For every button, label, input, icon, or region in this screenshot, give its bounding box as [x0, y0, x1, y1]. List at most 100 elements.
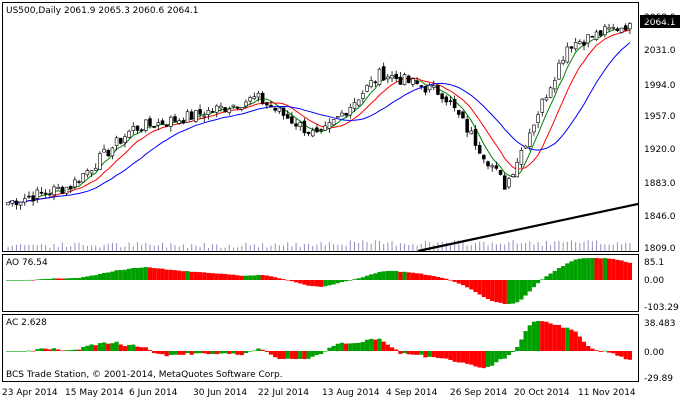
candle-body	[306, 131, 311, 135]
ao-bar	[268, 276, 274, 280]
ao-bar	[152, 268, 157, 280]
candle-body	[628, 23, 632, 30]
ao-bar	[114, 270, 119, 280]
candle-body	[68, 186, 73, 190]
date-tick: 20 Oct 2014	[514, 388, 570, 398]
ao-bar	[273, 277, 278, 280]
candle-body	[6, 201, 10, 206]
ac-bar	[164, 351, 169, 357]
ao-bar	[448, 279, 453, 281]
ac-bar	[268, 351, 274, 355]
ao-bar	[477, 280, 482, 295]
candle-body	[181, 120, 186, 124]
ac-bar	[89, 344, 94, 351]
ao-bar	[594, 258, 599, 280]
ao-bar	[565, 263, 570, 280]
ao-bar	[335, 280, 340, 284]
candle-body	[139, 129, 144, 132]
candle-body	[98, 153, 102, 171]
ao-bar	[252, 275, 257, 280]
ao-bar	[147, 267, 153, 280]
ac-bar	[156, 351, 161, 354]
ac-bar	[602, 350, 607, 352]
ao-bar	[373, 273, 378, 280]
candle-body	[536, 114, 540, 124]
ac-bar	[6, 351, 11, 352]
ao-bar	[577, 258, 582, 280]
candle-body	[310, 129, 315, 137]
ao-bar	[302, 280, 307, 285]
ac-bar	[586, 346, 591, 351]
ao-bar	[72, 278, 77, 280]
candle-body	[164, 124, 169, 127]
candle-body	[511, 174, 515, 178]
candle-body	[119, 137, 123, 144]
ao-bar	[548, 273, 553, 280]
ao-bar	[502, 280, 507, 305]
ac-bar	[536, 321, 541, 351]
ac-bar	[139, 347, 144, 351]
ao-bar	[168, 269, 173, 280]
candle-body	[398, 76, 403, 85]
ac-bar	[177, 351, 182, 355]
trendline[interactable]	[417, 202, 639, 253]
ao-bar	[469, 280, 474, 290]
ac-bar	[352, 343, 357, 351]
ac-bar	[494, 351, 499, 363]
candle-body	[223, 107, 227, 112]
ao-bar	[581, 258, 587, 280]
ac-bar	[319, 351, 324, 355]
ac-bar	[302, 351, 307, 360]
candle-body	[482, 154, 486, 160]
ao-title: AO 76.54	[6, 258, 48, 268]
ac-bar	[577, 336, 582, 351]
price-tick: 2031.0	[644, 46, 676, 56]
ao-bar	[598, 258, 603, 280]
ao-bar	[10, 280, 15, 281]
candle-body	[573, 42, 578, 50]
candle-body	[35, 189, 40, 199]
candle-body	[402, 74, 407, 86]
ac-bar	[35, 349, 40, 351]
ac-bar	[356, 342, 361, 351]
ao-bar	[410, 272, 415, 280]
ao-tick: -103.29	[644, 303, 679, 313]
ac-bar	[210, 351, 215, 354]
candle-body	[377, 68, 382, 85]
price-tick: 1994.0	[644, 81, 676, 91]
candle-body	[427, 84, 432, 91]
candle-body	[373, 81, 378, 84]
candle-body	[519, 149, 524, 165]
ac-bar	[594, 350, 599, 351]
ac-bar	[615, 351, 620, 356]
ac-bar	[619, 351, 624, 357]
ac-bar	[14, 351, 19, 352]
ac-bar	[360, 341, 365, 351]
candle-body	[598, 30, 603, 36]
candle-body	[423, 86, 428, 93]
ao-bar	[89, 275, 94, 280]
ao-bar	[181, 271, 186, 280]
candle-body	[469, 130, 474, 135]
ac-bar	[285, 351, 290, 359]
ao-bar	[264, 275, 269, 280]
ao-bar	[319, 280, 324, 287]
ac-bar	[398, 351, 403, 354]
candle-body	[89, 170, 94, 174]
ac-bar	[147, 350, 153, 351]
candle-body	[432, 85, 436, 88]
ac-bar	[72, 349, 77, 351]
ao-bar	[227, 274, 232, 280]
candle-body	[365, 85, 369, 92]
ao-bar	[485, 280, 491, 300]
ac-bar	[18, 351, 23, 352]
ao-bar	[394, 270, 399, 280]
ao-bar	[364, 275, 370, 280]
ao-bar	[515, 280, 520, 303]
ac-bar	[281, 351, 286, 360]
ac-bar	[348, 343, 353, 351]
ao-histogram	[6, 258, 632, 305]
volume-bars	[7, 240, 631, 251]
ac-bar	[531, 321, 537, 351]
